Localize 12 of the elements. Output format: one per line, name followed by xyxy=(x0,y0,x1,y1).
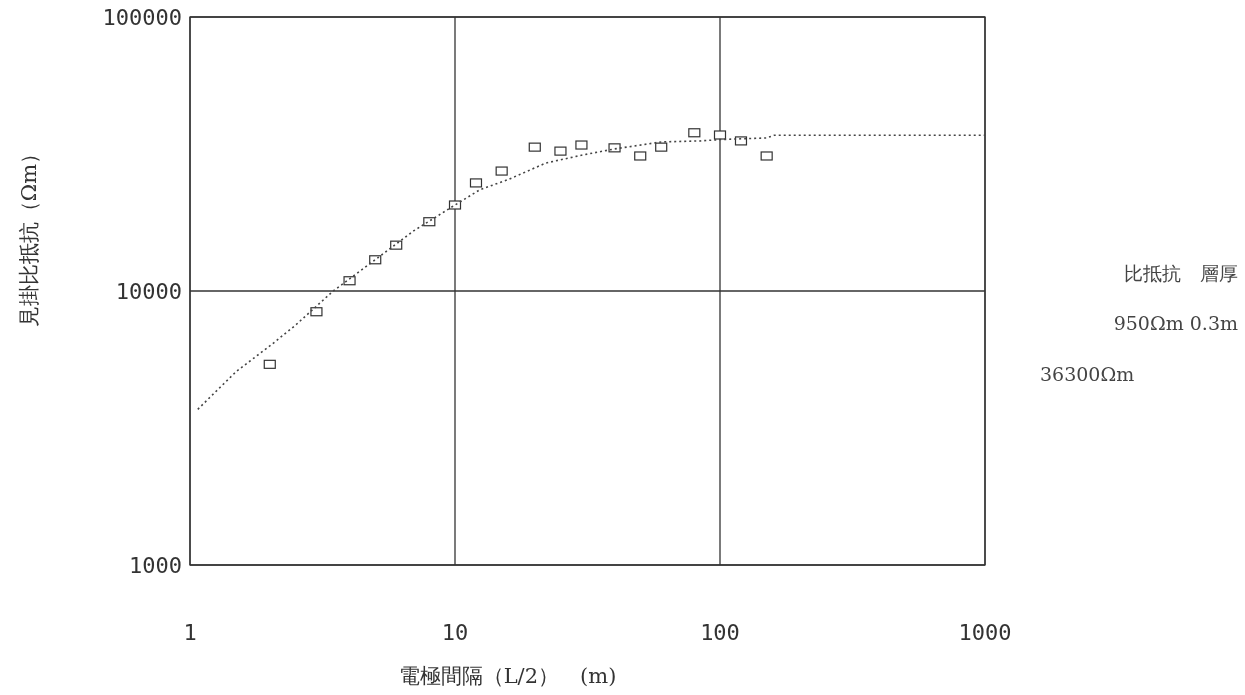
x-axis-title: 電極間隔（L/2） (m) xyxy=(398,664,617,688)
text: 950Ωm 0.3m xyxy=(1113,312,1238,334)
y-tick-label: 1000 xyxy=(129,553,182,578)
text: 比抵抗 層厚 xyxy=(1124,262,1238,284)
x-tick-label: 1000 xyxy=(958,620,1012,645)
x-tick-label: 1 xyxy=(183,620,197,645)
text: 36300Ωm xyxy=(1040,363,1135,385)
y-tick-label: 100000 xyxy=(102,5,182,30)
y-tick-label: 10000 xyxy=(115,279,182,304)
x-tick-label: 100 xyxy=(700,620,740,645)
x-tick-label: 10 xyxy=(441,620,469,645)
y-axis-title: 見掛比抵抗（Ωm） xyxy=(17,142,41,328)
